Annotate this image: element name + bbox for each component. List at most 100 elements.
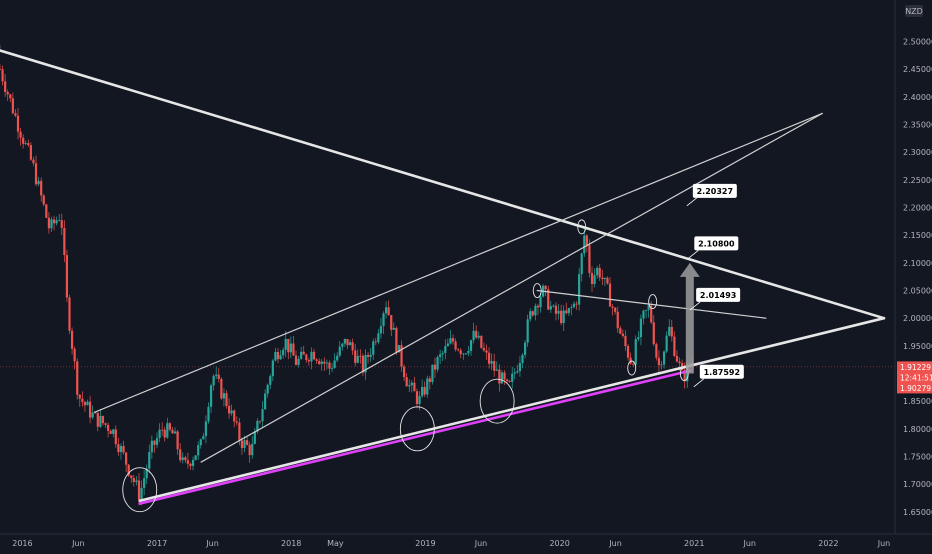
- candle-body[interactable]: [315, 359, 318, 361]
- candle-body[interactable]: [135, 480, 138, 482]
- candle-body[interactable]: [150, 440, 153, 453]
- candle-body[interactable]: [500, 372, 504, 384]
- candle-body[interactable]: [462, 353, 465, 355]
- candle-body[interactable]: [490, 361, 493, 364]
- callout-box[interactable]: [696, 287, 741, 302]
- candle-body[interactable]: [83, 401, 87, 406]
- candle-body[interactable]: [197, 445, 200, 456]
- candle-body[interactable]: [109, 430, 112, 434]
- candle-body[interactable]: [575, 303, 578, 305]
- candle-body[interactable]: [655, 344, 658, 358]
- candle-body[interactable]: [199, 439, 202, 446]
- candle-body[interactable]: [104, 423, 107, 425]
- callout-box[interactable]: [692, 183, 737, 198]
- candle-body[interactable]: [644, 310, 648, 311]
- candle-body[interactable]: [384, 307, 388, 314]
- candle-body[interactable]: [173, 431, 177, 434]
- candle-body[interactable]: [482, 347, 486, 351]
- candle-body[interactable]: [359, 355, 362, 357]
- candle-body[interactable]: [220, 378, 223, 399]
- candle-body[interactable]: [86, 401, 89, 406]
- candle-body[interactable]: [521, 354, 524, 364]
- candle-body[interactable]: [523, 342, 527, 355]
- highlight-circle[interactable]: [627, 360, 637, 376]
- candle-body[interactable]: [0, 69, 2, 70]
- candle-body[interactable]: [78, 394, 81, 399]
- candle-body[interactable]: [325, 362, 328, 364]
- candle-body[interactable]: [606, 277, 609, 284]
- candle-body[interactable]: [215, 374, 218, 376]
- candle-body[interactable]: [330, 367, 334, 369]
- candle-body[interactable]: [76, 361, 79, 395]
- candle-body[interactable]: [513, 372, 516, 374]
- candle-body[interactable]: [469, 340, 473, 351]
- candle-body[interactable]: [1, 69, 4, 82]
- candle-body[interactable]: [377, 333, 380, 343]
- candle-body[interactable]: [423, 386, 426, 395]
- candle-body[interactable]: [428, 378, 431, 382]
- candle-body[interactable]: [125, 452, 128, 465]
- trendline[interactable]: [138, 369, 692, 505]
- candle-body[interactable]: [328, 362, 331, 369]
- highlight-circle[interactable]: [479, 378, 515, 424]
- candle-body[interactable]: [413, 382, 416, 392]
- candle-body[interactable]: [312, 351, 316, 360]
- candle-body[interactable]: [266, 384, 269, 394]
- candle-body[interactable]: [619, 328, 622, 334]
- candle-body[interactable]: [101, 415, 105, 424]
- candle-body[interactable]: [60, 220, 63, 228]
- candle-body[interactable]: [379, 326, 383, 334]
- candle-body[interactable]: [137, 480, 141, 500]
- candle-body[interactable]: [248, 444, 251, 456]
- callout-box[interactable]: [694, 236, 739, 251]
- candle-body[interactable]: [475, 330, 478, 338]
- candle-body[interactable]: [117, 444, 120, 452]
- candle-body[interactable]: [235, 421, 238, 423]
- trendlines[interactable]: [0, 47, 886, 505]
- candle-body[interactable]: [539, 296, 542, 308]
- candle-body[interactable]: [230, 410, 233, 414]
- candle-body[interactable]: [660, 364, 663, 366]
- candle-body[interactable]: [42, 195, 45, 205]
- candle-body[interactable]: [158, 429, 161, 438]
- candle-body[interactable]: [526, 319, 529, 343]
- candle-body[interactable]: [397, 345, 401, 353]
- candle-body[interactable]: [351, 342, 354, 351]
- candle-body[interactable]: [343, 338, 347, 344]
- candle-body[interactable]: [588, 245, 591, 273]
- candle-body[interactable]: [238, 422, 241, 441]
- candle-body[interactable]: [222, 393, 226, 399]
- candle-body[interactable]: [22, 137, 25, 144]
- candle-body[interactable]: [580, 253, 583, 275]
- candle-body[interactable]: [261, 409, 264, 422]
- candle-body[interactable]: [369, 354, 372, 357]
- candle-body[interactable]: [395, 327, 398, 353]
- candle-body[interactable]: [65, 255, 69, 298]
- candle-body[interactable]: [418, 396, 421, 405]
- candle-body[interactable]: [292, 343, 295, 356]
- candle-body[interactable]: [81, 398, 84, 402]
- candle-body[interactable]: [307, 360, 310, 362]
- highlight-circle[interactable]: [532, 283, 542, 298]
- candle-body[interactable]: [652, 322, 655, 345]
- candle-body[interactable]: [191, 459, 195, 467]
- candle-body[interactable]: [678, 361, 681, 364]
- candle-body[interactable]: [670, 326, 673, 337]
- candle-body[interactable]: [431, 364, 434, 382]
- candle-body[interactable]: [276, 352, 280, 360]
- candle-body[interactable]: [245, 440, 249, 445]
- candle-body[interactable]: [611, 306, 614, 308]
- candle-body[interactable]: [310, 351, 313, 362]
- candle-body[interactable]: [271, 360, 274, 377]
- candle-body[interactable]: [274, 352, 277, 361]
- candle-body[interactable]: [32, 159, 35, 164]
- candle-body[interactable]: [531, 311, 534, 316]
- projection-arrow-shape[interactable]: [679, 262, 700, 374]
- candle-body[interactable]: [127, 464, 130, 476]
- candle-body[interactable]: [408, 385, 411, 387]
- candle-body[interactable]: [161, 429, 164, 431]
- candle-body[interactable]: [68, 297, 71, 331]
- candle-body[interactable]: [366, 355, 370, 357]
- candle-body[interactable]: [52, 219, 56, 224]
- candle-body[interactable]: [186, 460, 189, 464]
